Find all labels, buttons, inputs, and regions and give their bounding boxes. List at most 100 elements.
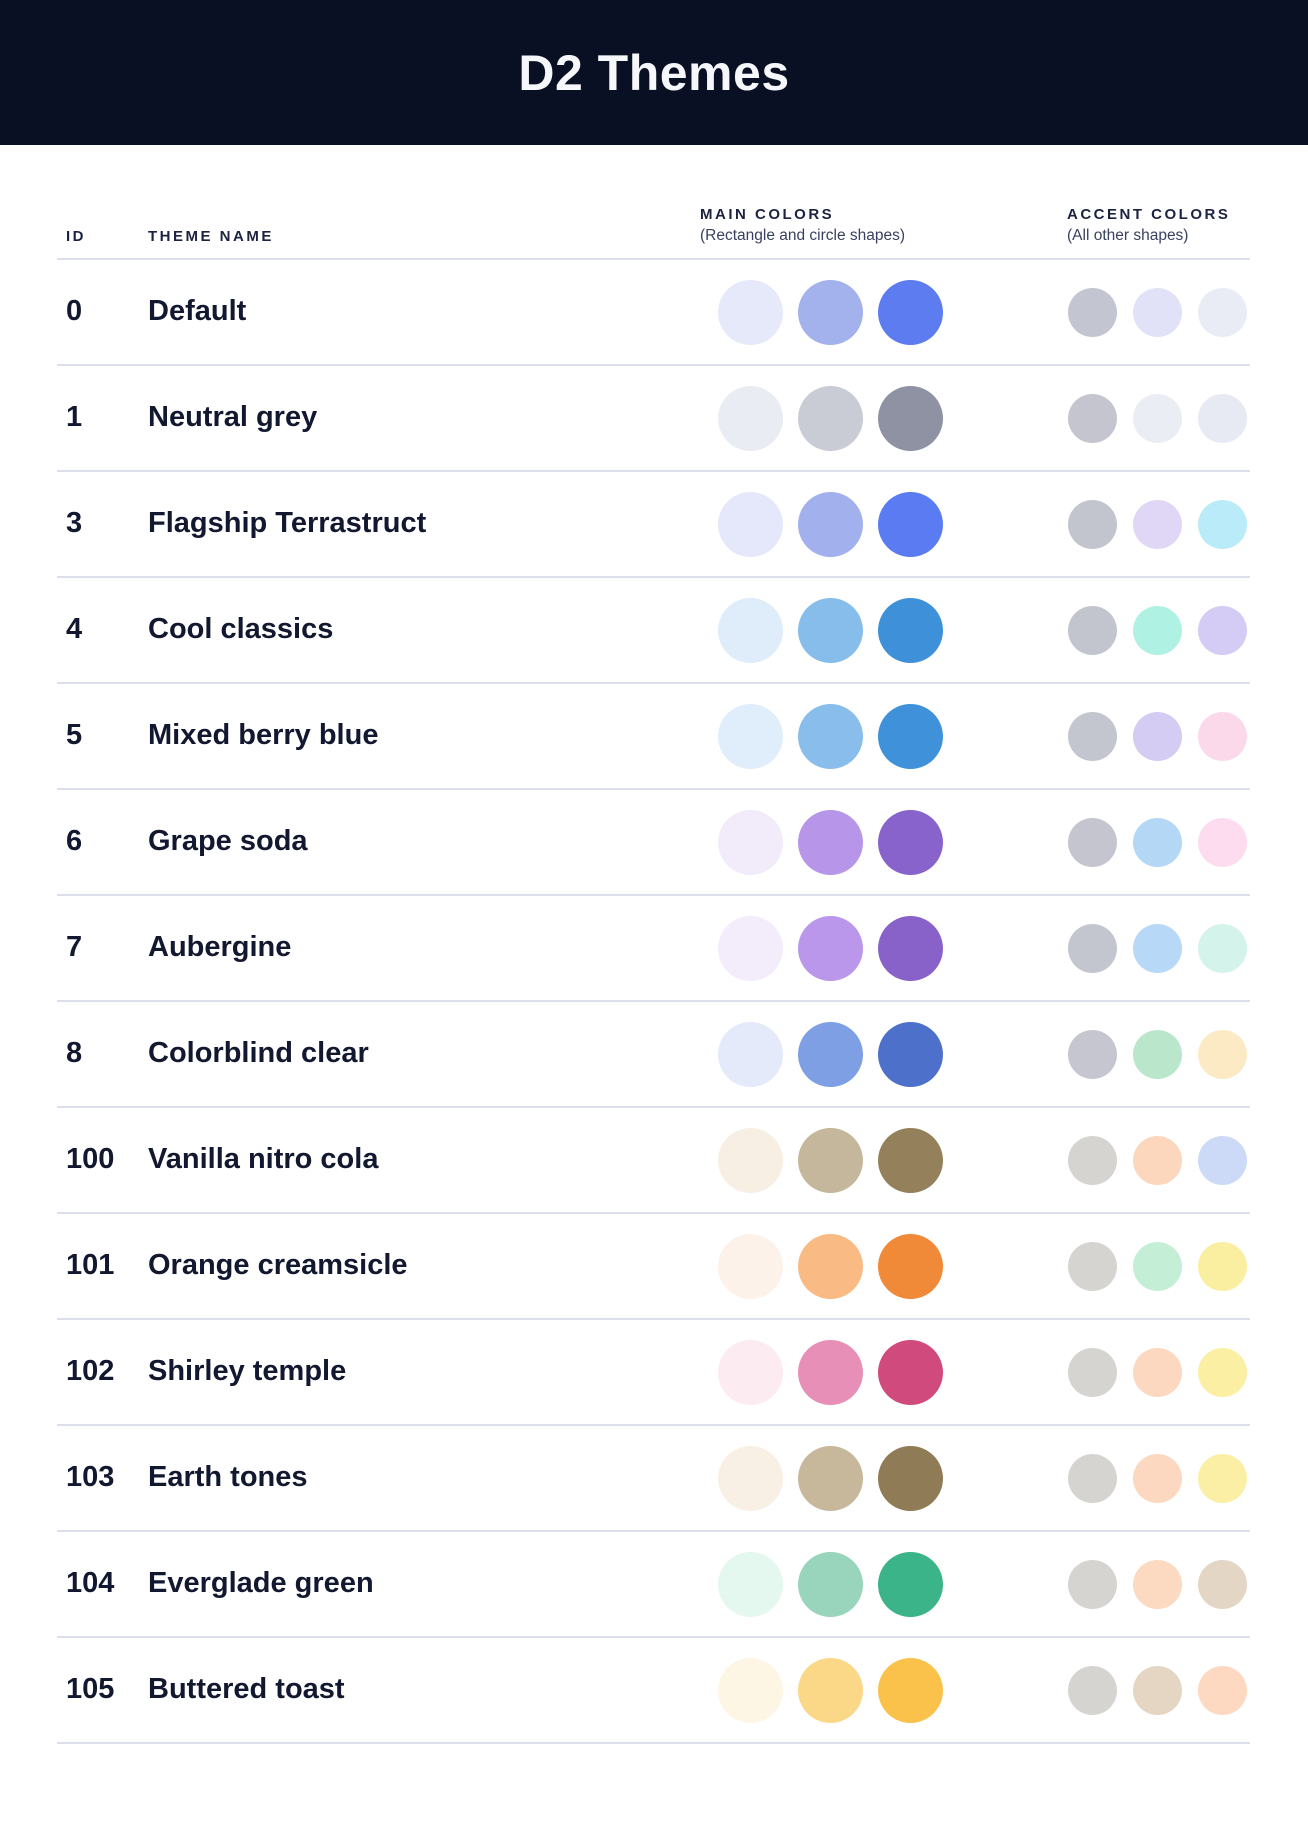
theme-name: Mixed berry blue	[148, 719, 379, 752]
main-colors-swatches	[718, 597, 943, 663]
accent-colors-label: ACCENT COLORS	[1067, 206, 1231, 223]
accent-colors-swatches	[1068, 1135, 1247, 1185]
theme-name: Neutral grey	[148, 401, 318, 434]
main-color-swatch-1	[718, 1127, 783, 1193]
main-color-swatch-3	[878, 385, 943, 451]
main-color-swatch-3	[878, 1021, 943, 1087]
main-color-swatch-2	[798, 597, 863, 663]
main-color-swatch-3	[878, 809, 943, 875]
accent-colors-swatches	[1068, 393, 1247, 443]
main-colors-swatches	[718, 809, 943, 875]
main-colors-swatches	[718, 1127, 943, 1193]
accent-colors-swatches	[1068, 1241, 1247, 1291]
main-color-swatch-1	[718, 491, 783, 557]
accent-color-swatch-3	[1198, 1135, 1247, 1185]
theme-name: Buttered toast	[148, 1673, 345, 1706]
accent-color-swatch-2	[1133, 1559, 1182, 1609]
main-color-swatch-2	[798, 491, 863, 557]
main-color-swatch-1	[718, 597, 783, 663]
accent-color-swatch-2	[1133, 1347, 1182, 1397]
main-color-swatch-2	[798, 703, 863, 769]
accent-color-swatch-3	[1198, 1029, 1247, 1079]
main-color-swatch-2	[798, 1551, 863, 1617]
theme-row: 4 Cool classics	[57, 578, 1250, 684]
main-colors-subtitle: (Rectangle and circle shapes)	[700, 227, 906, 244]
table-header-row: ID THEME NAME MAIN COLORS (Rectangle and…	[57, 145, 1250, 260]
accent-colors-swatches	[1068, 1347, 1247, 1397]
main-colors-swatches	[718, 491, 943, 557]
theme-id: 8	[66, 1037, 83, 1070]
accent-color-swatch-2	[1133, 923, 1182, 973]
accent-color-swatch-1	[1068, 1029, 1117, 1079]
accent-color-swatch-3	[1198, 817, 1247, 867]
accent-color-swatch-1	[1068, 1135, 1117, 1185]
theme-id: 5	[66, 719, 83, 752]
column-header-theme-name: THEME NAME	[148, 228, 274, 245]
main-color-swatch-1	[718, 703, 783, 769]
accent-color-swatch-2	[1133, 1453, 1182, 1503]
theme-row: 7 Aubergine	[57, 896, 1250, 1002]
theme-row: 100 Vanilla nitro cola	[57, 1108, 1250, 1214]
accent-colors-swatches	[1068, 1453, 1247, 1503]
main-color-swatch-2	[798, 915, 863, 981]
main-color-swatch-1	[718, 1021, 783, 1087]
main-colors-swatches	[718, 703, 943, 769]
main-colors-swatches	[718, 279, 943, 345]
main-color-swatch-2	[798, 1021, 863, 1087]
main-color-swatch-2	[798, 1445, 863, 1511]
main-colors-swatches	[718, 915, 943, 981]
main-colors-label: MAIN COLORS	[700, 206, 835, 223]
column-header-accent-colors: ACCENT COLORS (All other shapes)	[1067, 206, 1247, 245]
main-color-swatch-1	[718, 809, 783, 875]
theme-name: Default	[148, 295, 247, 328]
accent-color-swatch-3	[1198, 605, 1247, 655]
theme-row: 5 Mixed berry blue	[57, 684, 1250, 790]
main-color-swatch-1	[718, 1551, 783, 1617]
theme-id: 1	[66, 401, 83, 434]
theme-row: 0 Default	[57, 260, 1250, 366]
theme-name: Orange creamsicle	[148, 1249, 408, 1282]
main-color-swatch-2	[798, 809, 863, 875]
main-color-swatch-2	[798, 279, 863, 345]
theme-name: Vanilla nitro cola	[148, 1143, 379, 1176]
accent-color-swatch-3	[1198, 923, 1247, 973]
theme-rows: 0 Default 1 Neutral grey 3 Flags	[57, 260, 1250, 1744]
main-color-swatch-2	[798, 1127, 863, 1193]
theme-row: 3 Flagship Terrastruct	[57, 472, 1250, 578]
theme-id: 0	[66, 295, 83, 328]
theme-row: 101 Orange creamsicle	[57, 1214, 1250, 1320]
accent-colors-swatches	[1068, 1559, 1247, 1609]
theme-id: 105	[66, 1673, 115, 1706]
theme-id: 103	[66, 1461, 115, 1494]
main-color-swatch-3	[878, 597, 943, 663]
accent-color-swatch-1	[1068, 711, 1117, 761]
theme-name: Shirley temple	[148, 1355, 347, 1388]
main-color-swatch-1	[718, 1233, 783, 1299]
accent-colors-swatches	[1068, 711, 1247, 761]
main-color-swatch-3	[878, 1233, 943, 1299]
accent-color-swatch-2	[1133, 393, 1182, 443]
theme-id: 6	[66, 825, 83, 858]
column-header-id: ID	[66, 228, 86, 245]
main-colors-swatches	[718, 1445, 943, 1511]
accent-color-swatch-3	[1198, 499, 1247, 549]
theme-name: Colorblind clear	[148, 1037, 369, 1070]
main-color-swatch-1	[718, 915, 783, 981]
main-color-swatch-3	[878, 1551, 943, 1617]
accent-color-swatch-1	[1068, 605, 1117, 655]
page-title: D2 Themes	[518, 44, 790, 101]
accent-colors-swatches	[1068, 1665, 1247, 1715]
main-color-swatch-1	[718, 279, 783, 345]
theme-id: 104	[66, 1567, 115, 1600]
accent-color-swatch-1	[1068, 287, 1117, 337]
main-color-swatch-3	[878, 279, 943, 345]
accent-color-swatch-3	[1198, 1241, 1247, 1291]
main-color-swatch-3	[878, 491, 943, 557]
main-color-swatch-3	[878, 1445, 943, 1511]
theme-id: 7	[66, 931, 83, 964]
main-colors-swatches	[718, 1021, 943, 1087]
theme-name: Everglade green	[148, 1567, 374, 1600]
main-color-swatch-2	[798, 1657, 863, 1723]
theme-row: 6 Grape soda	[57, 790, 1250, 896]
accent-color-swatch-2	[1133, 711, 1182, 761]
